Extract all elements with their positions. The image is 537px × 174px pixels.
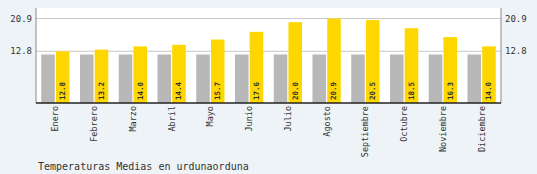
bar [443, 37, 457, 103]
x-tick-label: Mayo [205, 106, 215, 126]
data-label: 15.7 [213, 82, 222, 100]
data-label: 20.9 [329, 81, 338, 100]
data-label: 18.5 [407, 82, 416, 100]
bar [327, 19, 341, 103]
y-axis-line [36, 8, 37, 103]
x-tick-label: Noviembre [438, 106, 448, 152]
x-axis-line [36, 102, 501, 104]
bar [467, 54, 481, 103]
x-tick-label: Febrero [89, 106, 99, 142]
grid-line [36, 18, 501, 19]
data-labels: 12.8 13.2 14.0 14.4 15.7 17.6 20.0 20.9 20.5 18.5… [58, 81, 493, 100]
data-label: 12.8 [58, 81, 67, 100]
x-tick-label: Agosto [322, 106, 332, 137]
data-label: 14.4 [174, 81, 183, 100]
y2-tick-label: 12.8 [505, 46, 527, 56]
bar [274, 54, 288, 103]
y2-tick-label: 20.9 [505, 14, 527, 24]
bar [288, 22, 302, 103]
x-tick-label: Septiembre [360, 106, 370, 157]
bar [405, 28, 419, 103]
data-label: 17.6 [252, 81, 261, 100]
x-tick-label: Enero [50, 106, 60, 132]
bar [482, 46, 496, 103]
data-label: 16.3 [446, 81, 455, 100]
title: Temperaturas Medias en urdunaorduna [38, 161, 249, 172]
bar [95, 50, 109, 103]
bar [41, 54, 55, 103]
x-tick-label: Julio [283, 106, 293, 132]
bar [312, 54, 326, 103]
bar [157, 54, 171, 103]
data-label: 14.0 [484, 81, 493, 100]
bars [41, 19, 496, 103]
bar [56, 51, 70, 103]
bar [172, 45, 186, 103]
data-label: 20.5 [368, 82, 377, 100]
x-tick-label: Junio [244, 106, 254, 132]
x-tick-label: Abril [167, 106, 177, 132]
bar [250, 32, 264, 103]
y-tick-label: 20.9 [10, 14, 32, 24]
data-label: 20.0 [291, 81, 300, 100]
bar [119, 54, 133, 103]
chart: 12.8 13.2 14.0 14.4 15.7 17.6 20.0 20.9 20.5 18.5… [0, 0, 537, 174]
x-tick-label: Diciembre [477, 106, 487, 152]
bar [429, 54, 443, 103]
data-label: 13.2 [97, 82, 106, 100]
bar [390, 54, 404, 103]
bar [133, 46, 147, 103]
x-tick-label: Marzo [128, 106, 138, 132]
data-label: 14.0 [136, 81, 145, 100]
bar [80, 54, 94, 103]
plot-area [36, 8, 501, 103]
chart-container: 12.8 13.2 14.0 14.4 15.7 17.6 20.0 20.9 20.5 18.5… [0, 0, 537, 174]
bar [211, 40, 225, 103]
x-tick-label: Octubre [399, 106, 409, 142]
y2-axis-line [501, 8, 502, 103]
y-tick-label: 12.8 [10, 46, 32, 56]
bar [351, 54, 365, 103]
bar [235, 54, 249, 103]
bar [366, 20, 380, 103]
bar [196, 54, 210, 103]
